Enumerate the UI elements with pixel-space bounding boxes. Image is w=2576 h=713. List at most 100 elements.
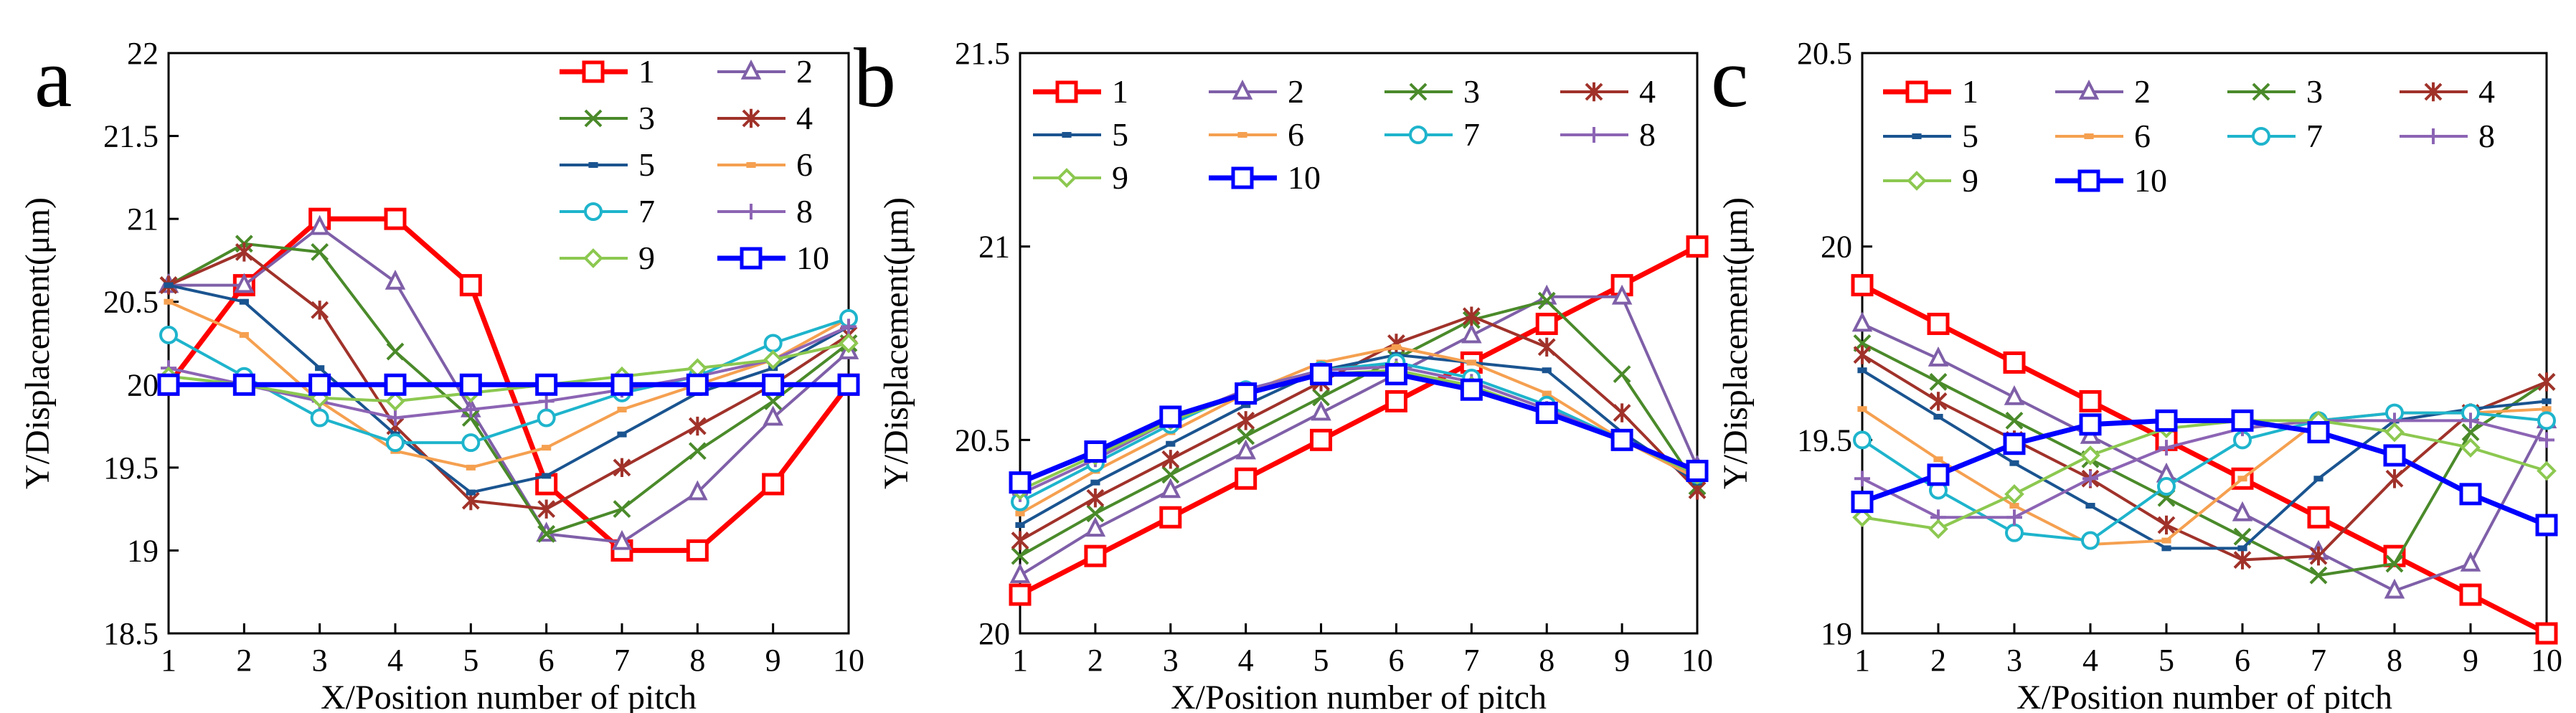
x-tick-label: 9 [2463, 643, 2478, 678]
data-point [1085, 516, 1106, 537]
legend-marker [583, 248, 603, 268]
data-point [1537, 291, 1556, 310]
x-tick-label: 7 [1463, 643, 1479, 678]
data-point [688, 442, 707, 461]
legend-item: 7 [1384, 116, 1480, 153]
data-point [2542, 406, 2552, 412]
panel-label: c [1711, 31, 1748, 125]
data-point [1237, 427, 1255, 445]
legend-label: 8 [1639, 116, 1656, 153]
legend-marker [740, 247, 763, 270]
data-point [1613, 403, 1631, 422]
data-point [2384, 422, 2405, 443]
data-point [386, 342, 405, 361]
data-point [2460, 551, 2481, 572]
legend: 1 2 3 4 5 6 7 8 9 10 [1033, 73, 1656, 196]
legend-label: 9 [638, 240, 655, 276]
legend-item: 2 [1209, 73, 1304, 110]
data-point [763, 405, 783, 426]
y-tick-label: 18.5 [103, 616, 159, 651]
plot-frame [167, 52, 850, 635]
series-line [168, 242, 850, 536]
series-line [168, 300, 849, 469]
data-point [2307, 421, 2330, 444]
data-point [315, 365, 325, 372]
series-line [1019, 244, 1699, 598]
y-tick-label: 21.5 [103, 119, 159, 154]
legend-item: 5 [560, 146, 655, 183]
panel-label: a [34, 31, 72, 125]
series-line [1861, 283, 2548, 636]
plot-frame [1019, 52, 1699, 635]
legend-item: 10 [1209, 159, 1321, 196]
data-point [459, 373, 482, 396]
data-point [1015, 521, 1025, 528]
data-point [466, 464, 476, 471]
data-point [1461, 323, 1482, 344]
legend-item: 7 [2227, 118, 2323, 154]
x-tick-label: 8 [1539, 643, 1554, 678]
data-point [839, 333, 859, 354]
data-point [2233, 550, 2252, 570]
legend-marker [746, 162, 756, 168]
data-point [764, 392, 783, 410]
data-point [2459, 483, 2482, 506]
data-point [1853, 430, 1872, 450]
data-point [2232, 501, 2253, 521]
data-point [2080, 445, 2100, 466]
data-point [1086, 488, 1105, 508]
y-tick-label: 20.5 [103, 285, 159, 320]
data-point [2161, 537, 2171, 544]
data-point [538, 393, 555, 410]
x-tick-label: 6 [1388, 643, 1404, 678]
legend-item: 1 [560, 53, 655, 90]
legend-item: 6 [1209, 116, 1304, 153]
data-point [239, 331, 249, 338]
legend-marker [2252, 127, 2270, 146]
legend-label: 4 [796, 100, 813, 136]
data-point [1610, 428, 1633, 451]
data-point [1928, 519, 1948, 539]
legend-label: 3 [1463, 73, 1480, 110]
x-tick-label: 9 [1614, 643, 1630, 678]
data-point [1009, 583, 1032, 606]
data-point [466, 489, 476, 496]
data-point [1235, 382, 1258, 405]
data-point [164, 282, 174, 288]
legend-label: 3 [2306, 73, 2323, 110]
x-axis-label: X/Position number of pitch [2016, 679, 2392, 713]
data-point [2461, 438, 2481, 458]
data-point [1933, 456, 1943, 463]
legend: 1 2 3 4 5 6 7 8 9 10 [560, 53, 829, 276]
series-7 [1853, 403, 2556, 550]
legend-label: 7 [2306, 118, 2323, 154]
y-tick-label: 21.5 [955, 36, 1010, 71]
series-8 [161, 318, 857, 426]
series-line [1861, 417, 2548, 528]
data-point [2385, 554, 2404, 573]
series-1 [1851, 274, 2558, 645]
data-point [1857, 367, 1867, 374]
legend-label: 7 [638, 193, 655, 230]
data-point [1015, 510, 1025, 516]
data-point [1011, 547, 1029, 565]
legend-item: 8 [1560, 116, 1656, 153]
data-point [1852, 507, 1872, 528]
legend-item: 2 [717, 53, 813, 90]
x-tick-label: 3 [1163, 643, 1179, 678]
legend-item: 6 [717, 146, 813, 183]
data-point [1927, 313, 1950, 336]
series-line [1861, 369, 2547, 550]
legend-item: 4 [2400, 73, 2495, 110]
legend-marker [588, 162, 598, 168]
data-point [1460, 378, 1483, 401]
data-point [1237, 411, 1255, 430]
data-point [2307, 506, 2330, 529]
legend-marker [1232, 79, 1253, 100]
data-point [232, 373, 255, 396]
x-tick-label: 5 [2159, 643, 2174, 678]
x-tick-label: 2 [1088, 643, 1103, 678]
data-point [2009, 460, 2019, 466]
x-tick-label: 3 [312, 643, 328, 678]
x-tick-label: 1 [1012, 643, 1028, 678]
